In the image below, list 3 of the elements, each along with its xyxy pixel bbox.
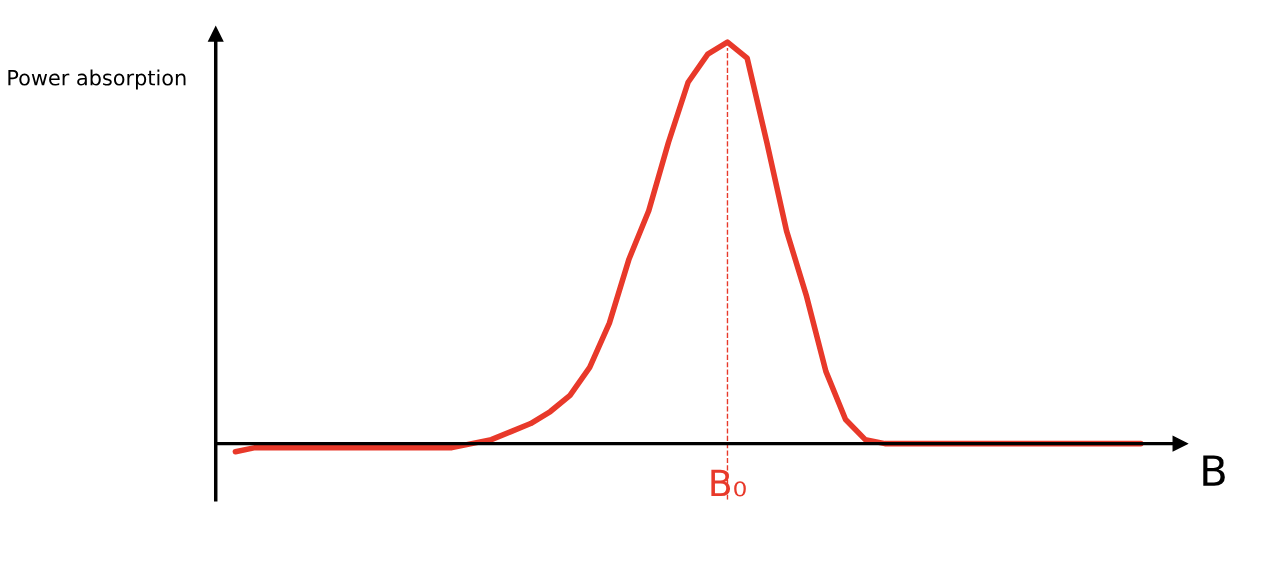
x-axis-title: B xyxy=(1203,455,1225,486)
text: B₀ xyxy=(711,469,746,497)
y-axis-title: Power absorption xyxy=(8,69,186,90)
